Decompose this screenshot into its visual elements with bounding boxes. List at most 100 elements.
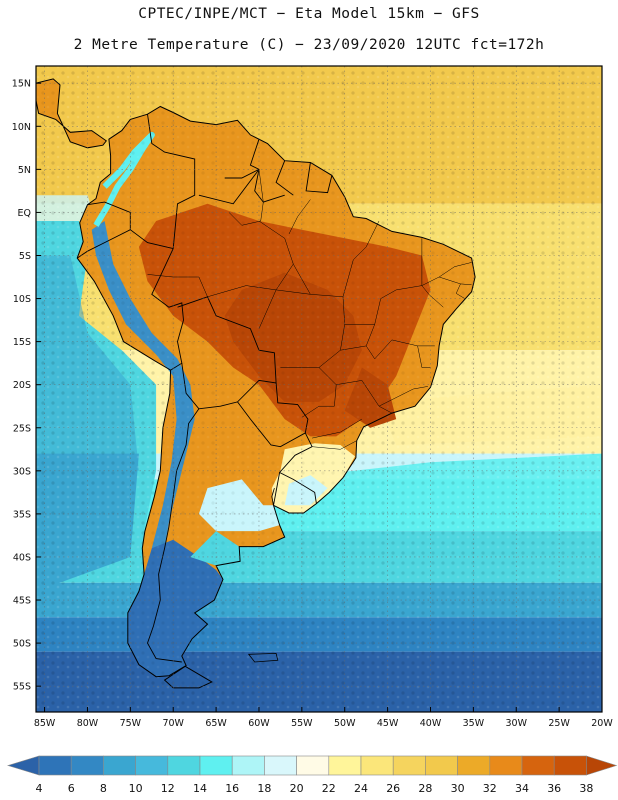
lon-tick-label: 30W xyxy=(506,718,528,729)
colorbar-swatch xyxy=(264,755,297,776)
state-border-1 xyxy=(293,263,381,325)
lon-tick-label: 85W xyxy=(34,718,56,729)
state-border-19 xyxy=(228,169,264,226)
lat-tick-label: 10S xyxy=(13,294,31,305)
colorbar-tick-label: 32 xyxy=(483,782,497,795)
river-plate-border xyxy=(271,487,275,506)
country-border-2 xyxy=(275,160,294,196)
map-title-line2: 2 Metre Temperature (C) − 23/09/2020 12U… xyxy=(73,37,545,53)
state-border-5 xyxy=(301,367,337,418)
country-border-3 xyxy=(305,162,333,194)
lat-tick-label: 5S xyxy=(19,251,31,262)
country-border-7 xyxy=(151,248,184,371)
colorbar-tick-label: 6 xyxy=(68,782,75,795)
colorbar-tick-label: 36 xyxy=(547,782,561,795)
colorbar-low-arrow xyxy=(6,755,40,776)
lon-tick-label: 45W xyxy=(377,718,399,729)
lat-tick-label: 45S xyxy=(13,596,31,607)
state-border-4 xyxy=(280,324,345,368)
colorbar-swatch xyxy=(167,755,201,776)
longitude-labels: 85W 80W 75W 70W 65W 60W 55W 50W 45W 40W 35W 30W 25W 2… xyxy=(34,707,613,729)
state-border-7 xyxy=(365,339,435,360)
map-title-line1: CPTEC/INPE/MCT − Eta Model 15km − GFS xyxy=(138,6,480,22)
lon-tick-label: 25W xyxy=(548,718,570,729)
colorbar-tick-label: 8 xyxy=(100,782,107,795)
colorbar-swatch xyxy=(296,755,330,776)
lon-tick-label: 65W xyxy=(205,718,227,729)
lat-tick-label: 5N xyxy=(18,165,31,176)
state-border-18 xyxy=(147,274,208,297)
state-border-3 xyxy=(342,220,380,297)
colorbar-swatch xyxy=(457,755,491,776)
colorbar-tick-label: 20 xyxy=(290,782,304,795)
colorbar-tick-label: 18 xyxy=(257,782,271,795)
lon-tick-label: 40W xyxy=(420,718,442,729)
lon-tick-label: 75W xyxy=(120,718,142,729)
country-border-0 xyxy=(147,114,196,249)
colorbar-swatch xyxy=(103,755,136,776)
lat-tick-label: 15S xyxy=(13,337,31,348)
colorbar-tick-label: 38 xyxy=(579,782,593,795)
state-border-17 xyxy=(312,440,357,450)
land-temperature-field xyxy=(36,54,602,712)
lat-tick-label: 25S xyxy=(13,423,31,434)
colorbar-tick-label: 12 xyxy=(161,782,175,795)
state-border-15 xyxy=(455,283,465,299)
lon-tick-label: 80W xyxy=(77,718,99,729)
lat-tick-label: 40S xyxy=(13,552,31,563)
country-border-12 xyxy=(147,408,200,663)
lon-tick-label: 50W xyxy=(334,718,356,729)
colorbar-swatch xyxy=(392,755,426,776)
colorbar-swatch xyxy=(38,755,72,776)
state-border-10 xyxy=(417,345,431,368)
state-border-9 xyxy=(378,386,428,407)
lon-tick-label: 55W xyxy=(291,718,313,729)
lat-tick-label: 10N xyxy=(12,122,31,133)
lon-tick-label: 35W xyxy=(463,718,485,729)
colorbar-swatch xyxy=(231,755,265,776)
colorbar-tick-label: 22 xyxy=(322,782,336,795)
country-border-11 xyxy=(273,472,281,506)
lat-tick-label: 55S xyxy=(13,682,31,693)
colorbar-tick-label: 14 xyxy=(193,782,207,795)
colorbar-legend: 4 6 8 10 12 14 16 18 20 22 24 26 28 30 32 34 36 38 xyxy=(6,755,618,795)
colorbar-swatch xyxy=(328,755,362,776)
state-border-8 xyxy=(336,380,393,414)
colorbar-tick-label: 30 xyxy=(451,782,465,795)
latitude-labels: 15N 10N 5N EQ 5S 10S 15S 20S 25S 30S 35S 40S 45S 50S 5… xyxy=(12,79,41,693)
colorbar-high-arrow xyxy=(586,755,618,776)
temperature-map: 15N 10N 5N EQ 5S 10S 15S 20S 25S 30S 35S 40S 45S 50S 5… xyxy=(12,54,613,729)
colorbar-swatch xyxy=(489,755,523,776)
lat-tick-label: 50S xyxy=(13,639,31,650)
lat-tick-label: EQ xyxy=(18,208,31,219)
colorbar-swatch xyxy=(135,755,169,776)
state-border-13 xyxy=(421,262,472,286)
colorbar-tick-label: 26 xyxy=(386,782,400,795)
colorbar-swatch xyxy=(521,755,555,776)
colorbar-tick-label: 28 xyxy=(418,782,432,795)
colorbar-tick-label: 4 xyxy=(36,782,43,795)
state-border-0 xyxy=(207,220,294,298)
lon-tick-label: 70W xyxy=(162,718,184,729)
country-border-6 xyxy=(130,229,174,250)
lat-tick-label: 15N xyxy=(12,79,31,90)
colorbar-tick-label: 10 xyxy=(129,782,143,795)
country-border-1 xyxy=(249,139,285,203)
coastline-central-america xyxy=(36,78,108,149)
colorbar-tick-label: 16 xyxy=(225,782,239,795)
lat-tick-label: 30S xyxy=(13,466,31,477)
lat-tick-label: 20S xyxy=(13,380,31,391)
state-border-16 xyxy=(312,418,363,439)
coastline-tierra-del-fuego xyxy=(163,665,213,689)
colorbar-swatch xyxy=(360,755,394,776)
caribbean-island xyxy=(196,54,210,58)
lon-tick-label: 60W xyxy=(248,718,270,729)
colorbar-swatch xyxy=(425,755,458,776)
colorbar-tick-label: 24 xyxy=(354,782,368,795)
colorbar-swatch xyxy=(199,755,233,776)
lat-tick-label: 35S xyxy=(13,509,31,520)
state-border-2 xyxy=(258,289,311,329)
colorbar-swatch xyxy=(553,755,587,776)
state-border-20 xyxy=(288,199,311,235)
colorbar-swatch xyxy=(70,755,104,776)
